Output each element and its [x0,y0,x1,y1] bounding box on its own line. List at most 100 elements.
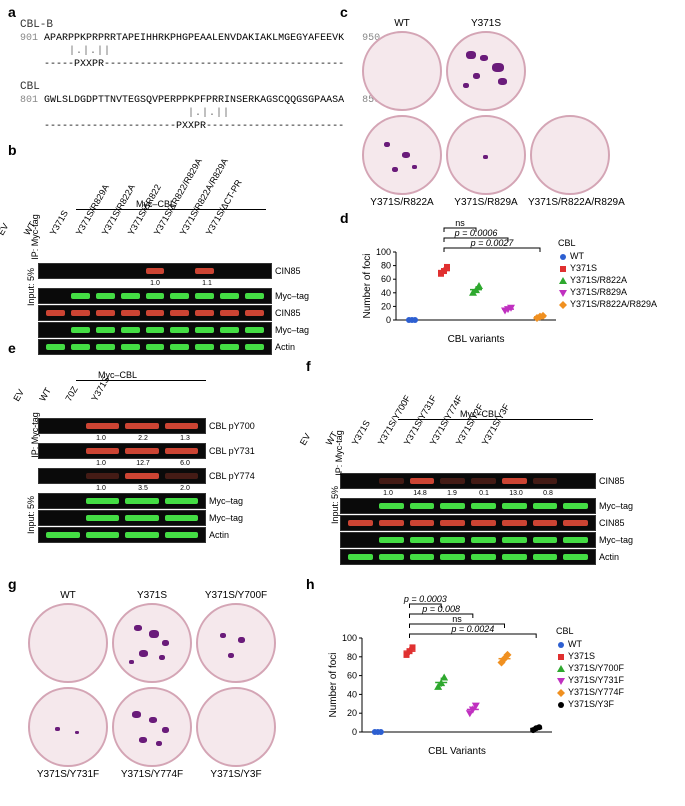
svg-text:p = 0.0003: p = 0.0003 [403,594,447,604]
panel-e-lane-labels: EVWT70ZY371S [46,378,236,418]
blot-row: Myc–tag [38,510,206,526]
panel-e-ip-label: IP: Myc-tag [30,412,40,458]
dish-label: Y371S/R829A [444,197,528,208]
panel-a-label: a [8,4,16,20]
blot-row: Myc–tag [38,493,206,509]
blot-row-label: Actin [209,530,229,540]
blot-row: Actin [38,527,206,543]
blot-row: CBL pY774 [38,468,206,484]
blot-row-label: CIN85 [275,308,301,318]
dish [28,603,108,683]
blot-row: Myc–tag [38,322,272,338]
svg-text:40: 40 [381,288,391,298]
panel-f-input-label: Input: 5% [330,486,340,524]
blot-row: CIN85 [340,515,596,531]
svg-text:Number of foci: Number of foci [328,652,339,717]
blot-row-label: CBL pY774 [209,471,255,481]
panel-d-label: d [340,210,349,226]
legend-item: Y371S/R822A/R829A [558,299,657,309]
svg-text:60: 60 [381,274,391,284]
blot-row: CIN85 [340,473,596,489]
legend-item: Y371S/R822A [558,275,657,285]
dish-label: Y371S/Y774F [110,769,194,780]
panel-f-ip-label: IP: Myc-tag [334,430,344,476]
blot-row-label: CIN85 [599,518,625,528]
dish-label: Y371S/R822A [360,197,444,208]
blot-row-label: CBL pY731 [209,446,255,456]
dish-label: Y371S [444,18,528,29]
blot-row-label: CIN85 [275,266,301,276]
dish [196,687,276,767]
blot-row-label: Actin [599,552,619,562]
blot-row-label: CBL pY700 [209,421,255,431]
dish [28,687,108,767]
cbl-align: ----------------------PXXPR-------------… [44,121,344,132]
svg-text:60: 60 [347,671,357,681]
blot-row-label: Myc–tag [209,496,243,506]
panel-h-legend: CBL WTY371SY371S/Y700FY371S/Y731FY371S/Y… [556,626,624,711]
legend-item: Y371S/Y700F [556,663,624,673]
svg-text:0: 0 [386,315,391,325]
panel-b-ip-label: IP: Myc-tag [30,214,40,260]
svg-text:CBL variants: CBL variants [448,334,505,345]
cbl-seq-block: CBL 801 GWLSLDGDPTTNVTEGSQVPERPPKPFPRRIN… [20,80,380,133]
svg-text:80: 80 [347,652,357,662]
panel-c-label: c [340,4,348,20]
blot-row: Myc–tag [38,288,272,304]
panel-e-blot: EVWT70ZY371S Myc–CBL CBL pY7001.02.21.3C… [38,350,228,544]
panel-b-input-label: Input: 5% [26,268,36,306]
cblb-seq: APARPPKPRPRRTAPEIHHRKPHGPEAALENVDAKIAKLM… [44,33,344,44]
panel-h-chart: 020406080100Number of fociCBL Variantsp … [326,590,556,763]
dish [196,603,276,683]
panel-g-dishes: WTY371SY371S/Y700F Y371S/Y731FY371S/Y774… [26,590,278,780]
dish-label: Y371S/R822A/R829A [528,197,612,208]
legend-item: Y371S/R829A [558,287,657,297]
dish [446,31,526,111]
panel-b-top-anno: Myc–CBL [136,199,175,209]
svg-text:Number of foci: Number of foci [362,253,373,318]
cblb-align: -----PXXPR------------------------------… [44,59,344,70]
blot-row: Myc–tag [340,532,596,548]
cblb-seq-block: CBL-B 901 APARPPKPRPRRTAPEIHHRKPHGPEAALE… [20,18,380,71]
svg-text:100: 100 [342,633,357,643]
blot-row: CIN85 [38,263,272,279]
legend-item: Y371S/Y774F [556,687,624,697]
legend-item: WT [556,639,624,649]
dish-label: WT [26,590,110,601]
cblb-title: CBL-B [20,18,380,32]
legend-item: WT [558,251,657,261]
panel-e-input-label: Input: 5% [26,496,36,534]
panel-h-label: h [306,576,315,592]
cbl-title: CBL [20,80,380,94]
dish-label: Y371S/Y3F [194,769,278,780]
svg-text:40: 40 [347,689,357,699]
dish-label: Y371S/Y731F [26,769,110,780]
dish [530,115,610,195]
panel-d-chart: 020406080100Number of fociCBL variantsns… [360,218,560,351]
panel-b-label: b [8,142,17,158]
dish-label: Y371S [110,590,194,601]
panel-c-dishes: WTY371S Y371S/R822AY371S/R829AY371S/R822… [360,18,612,208]
panel-f-lane-labels: EVWTY371SY371S/Y700FY371S/Y731FY371S/Y77… [348,413,608,471]
panel-d-legend-title: CBL [558,238,657,248]
blot-row-label: CIN85 [599,476,625,486]
blot-row-label: Actin [275,342,295,352]
blot-row-label: Myc–tag [209,513,243,523]
panel-f-blot: EVWTY371SY371S/Y700FY371S/Y731FY371S/Y77… [340,365,600,566]
panel-b-lane-labels: EVWTY371SY371S/R829AY371S/R822AY371S/ΔR8… [46,203,286,261]
panel-g-label: g [8,576,17,592]
dish [362,115,442,195]
svg-text:p = 0.0024: p = 0.0024 [450,624,494,634]
cbl-start-num: 801 [20,95,38,106]
legend-item: Y371S/Y731F [556,675,624,685]
svg-text:100: 100 [376,247,391,257]
svg-text:0: 0 [352,727,357,737]
dish [446,115,526,195]
legend-item: Y371S [556,651,624,661]
blot-row: Myc–tag [340,498,596,514]
legend-item: Y371S/Y3F [556,699,624,709]
svg-text:p = 0.0027: p = 0.0027 [470,238,515,248]
dish-label: WT [360,18,444,29]
svg-text:20: 20 [381,301,391,311]
svg-text:p = 0.0006: p = 0.0006 [454,228,498,238]
